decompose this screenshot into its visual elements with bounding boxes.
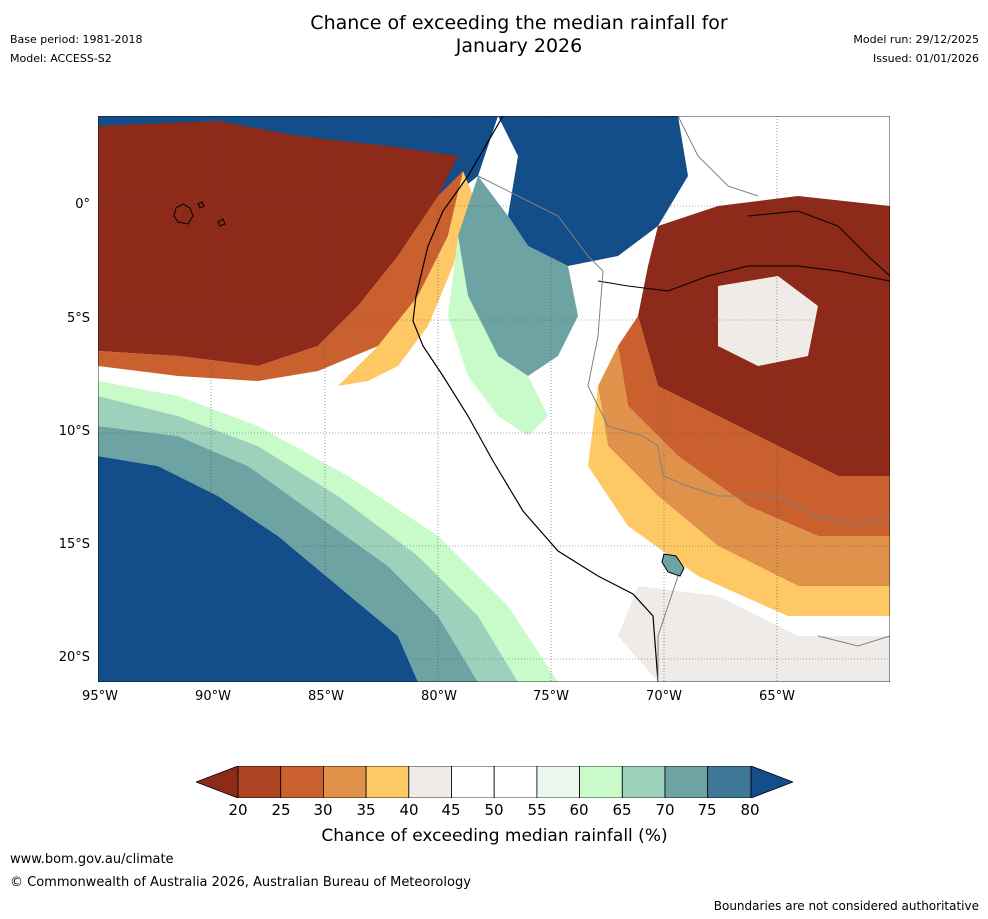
model-run-text: Model run: 29/12/2025 <box>853 33 979 46</box>
map-title: Chance of exceeding the median rainfall … <box>219 12 819 58</box>
disclaimer-text: Boundaries are not considered authoritat… <box>713 899 979 913</box>
region-25-30-northwest <box>98 171 463 381</box>
colorbar-swatch-45-50 <box>451 766 495 798</box>
region-above-80-amazon-north <box>498 116 688 266</box>
lon-label-70w: 70°W <box>646 689 682 704</box>
colorbar-tick-55: 55 <box>527 801 547 819</box>
title-line-1: Chance of exceeding the median rainfall … <box>310 12 728 34</box>
colorbar-tick-40: 40 <box>399 801 419 819</box>
model-name-text: Model: ACCESS-S2 <box>10 52 112 65</box>
colorbar-swatch-30-35 <box>323 766 367 798</box>
base-period-text: Base period: 1981-2018 <box>10 33 143 46</box>
colorbar-tick-35: 35 <box>356 801 376 819</box>
model-info: Base period: 1981-2018 Model: ACCESS-S2 <box>10 30 142 68</box>
graticule <box>98 116 890 682</box>
lat-label-15s: 15°S <box>58 537 90 552</box>
issued-date-text: Issued: 01/01/2026 <box>872 52 979 65</box>
lat-label-0: 0° <box>75 197 90 212</box>
colorbar-swatch-50-55 <box>493 766 538 798</box>
lat-label-5s: 5°S <box>66 311 90 326</box>
run-info: Model run: 29/12/2025 Issued: 01/01/2026 <box>853 30 979 68</box>
northern-river <box>747 210 890 277</box>
colorbar-swatch-20-25 <box>237 766 282 798</box>
colorbar-swatch-35-40 <box>365 766 410 798</box>
region-45-50-amazon-center <box>718 276 818 366</box>
lon-label-90w: 90°W <box>195 689 231 704</box>
region-30-35-amazon <box>598 346 890 586</box>
region-25-30-amazon <box>618 316 890 536</box>
region-35-40-amazon <box>588 386 890 616</box>
colorbar-tick-75: 75 <box>697 801 717 819</box>
lon-label-85w: 85°W <box>308 689 344 704</box>
lake-titicaca <box>661 553 685 577</box>
colorbar-tick-25: 25 <box>271 801 291 819</box>
colorbar-swatch-65-70 <box>621 766 666 798</box>
amazon-river <box>597 265 890 292</box>
colorbar-tick-45: 45 <box>441 801 461 819</box>
copyright-text: © Commonwealth of Australia 2026, Austra… <box>10 875 471 890</box>
colorbar-tick-50: 50 <box>484 801 504 819</box>
colorbar-swatch-60-65 <box>579 766 623 798</box>
country-borders <box>477 116 890 682</box>
colorbar-swatch-above-80 <box>750 766 793 798</box>
region-above-80-south <box>98 456 418 682</box>
colorbar-tick-20: 20 <box>228 801 248 819</box>
region-45-50-south-interior <box>618 586 890 682</box>
website-text: www.bom.gov.au/climate <box>10 852 174 867</box>
colorbar <box>196 766 793 798</box>
lat-label-20s: 20°S <box>58 650 90 665</box>
colorbar-swatch-55-60 <box>536 766 580 798</box>
region-60-65-andes <box>448 236 548 436</box>
galapagos-islands <box>173 201 226 227</box>
colorbar-swatch-below-20 <box>196 766 239 798</box>
region-65-70-south <box>98 396 518 682</box>
colorbar-swatch-25-30 <box>280 766 324 798</box>
region-70-75-andes <box>458 176 578 376</box>
colorbar-swatch-70-75 <box>664 766 709 798</box>
lon-label-75w: 75°W <box>533 689 569 704</box>
title-line-2: January 2026 <box>455 35 583 57</box>
colorbar-tick-60: 60 <box>569 801 589 819</box>
lon-label-95w: 95°W <box>82 689 118 704</box>
region-70-75-south <box>98 426 478 682</box>
colorbar-tick-30: 30 <box>313 801 333 819</box>
lon-label-80w: 80°W <box>421 689 457 704</box>
region-35-40-coast-north <box>338 171 473 386</box>
lat-label-10s: 10°S <box>58 424 90 439</box>
colorbar-swatch-75-80 <box>707 766 752 798</box>
lon-label-65w: 65°W <box>759 689 795 704</box>
colorbar-tick-70: 70 <box>655 801 675 819</box>
colorbar-title: Chance of exceeding median rainfall (%) <box>321 826 668 846</box>
region-below-20-northwest <box>98 121 458 366</box>
region-60-65-south <box>98 381 558 682</box>
colorbar-tick-65: 65 <box>612 801 632 819</box>
colorbar-swatch-40-45 <box>408 766 452 798</box>
rainfall-probability-map <box>98 116 890 682</box>
coastline <box>412 116 659 682</box>
colorbar-tick-80: 80 <box>740 801 760 819</box>
